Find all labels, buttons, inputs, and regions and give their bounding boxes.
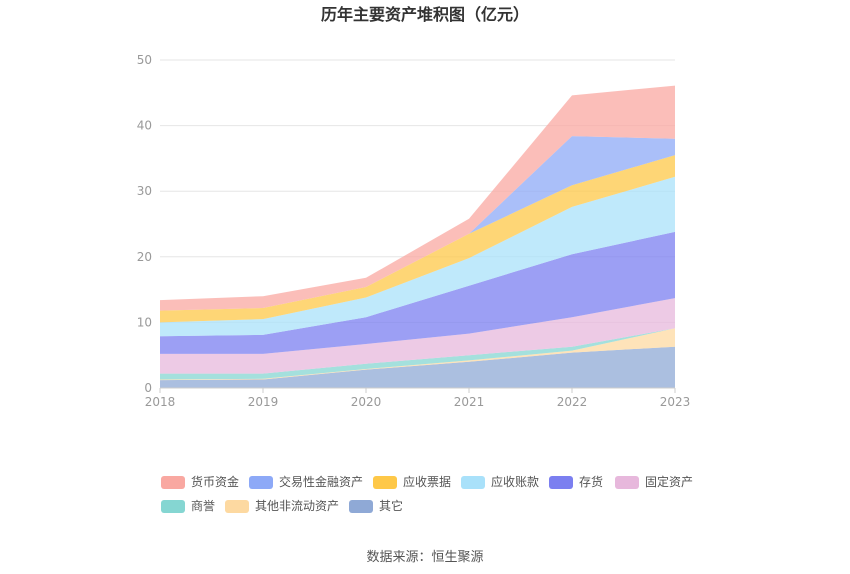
legend-swatch xyxy=(549,476,573,489)
data-source: 数据来源：恒生聚源 xyxy=(366,550,483,565)
area-series-0 xyxy=(160,346,675,388)
legend-swatch xyxy=(349,500,373,513)
legend-item[interactable]: 应收账款 xyxy=(461,474,539,489)
legend-label: 货币资金 xyxy=(191,474,239,489)
legend-item[interactable]: 存货 xyxy=(549,474,603,489)
axes: 0 10 20 30 40 50 2018 2019 2020 2021 2022 2023 xyxy=(137,53,691,409)
y-tick-label: 50 xyxy=(137,53,152,67)
legend-item[interactable]: 应收票据 xyxy=(373,474,451,489)
y-tick-label: 40 xyxy=(137,119,152,133)
area-series-3 xyxy=(160,298,675,374)
legend-label: 商誉 xyxy=(191,498,215,513)
legend-label: 应收票据 xyxy=(403,474,451,489)
legend-item[interactable]: 固定资产 xyxy=(615,474,693,489)
legend-swatch xyxy=(461,476,485,489)
legend-label: 其他非流动资产 xyxy=(255,499,339,513)
area-series-7 xyxy=(160,136,675,311)
legend-item[interactable]: 其他非流动资产 xyxy=(225,499,339,513)
area-series-4 xyxy=(160,231,675,354)
y-tick-label: 0 xyxy=(144,381,152,395)
legend-label: 固定资产 xyxy=(645,474,693,489)
legend-item[interactable]: 交易性金融资产 xyxy=(249,474,363,489)
legend-label: 交易性金融资产 xyxy=(279,474,363,489)
x-tick-label: 2021 xyxy=(454,395,485,409)
area-series-6 xyxy=(160,155,675,323)
legend-swatch xyxy=(249,476,273,489)
legend-swatch xyxy=(225,500,249,513)
x-tick-label: 2022 xyxy=(557,395,588,409)
x-tick-label: 2018 xyxy=(145,395,176,409)
x-tick-label: 2023 xyxy=(660,395,691,409)
legend-label: 其它 xyxy=(379,498,403,513)
area-series-8 xyxy=(160,85,675,311)
chart-title: 历年主要资产堆积图（亿元） xyxy=(321,5,529,24)
y-tick-label: 20 xyxy=(137,250,152,264)
legend-swatch xyxy=(161,476,185,489)
area-series-2 xyxy=(160,328,675,380)
legend-swatch xyxy=(373,476,397,489)
legend-swatch xyxy=(615,476,639,489)
legend-item[interactable]: 货币资金 xyxy=(161,474,239,489)
y-tick-label: 30 xyxy=(137,184,152,198)
legend-label: 应收账款 xyxy=(491,474,539,489)
legend-item[interactable]: 其它 xyxy=(349,498,403,513)
area-series-5 xyxy=(160,176,675,337)
x-tick-label: 2019 xyxy=(248,395,279,409)
area-series xyxy=(160,85,675,388)
legend-item[interactable]: 商誉 xyxy=(161,498,215,513)
y-tick-label: 10 xyxy=(137,315,152,329)
x-tick-label: 2020 xyxy=(351,395,382,409)
legend-swatch xyxy=(161,500,185,513)
legend-label: 存货 xyxy=(579,474,603,489)
